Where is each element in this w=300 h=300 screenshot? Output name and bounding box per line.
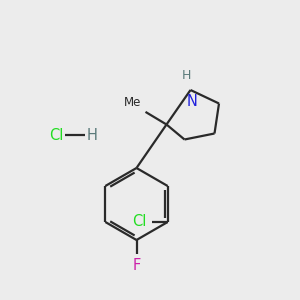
Text: Me: Me: [124, 97, 142, 110]
Text: N: N: [187, 94, 197, 110]
Text: Cl: Cl: [49, 128, 63, 142]
Text: H: H: [182, 69, 192, 82]
Text: F: F: [132, 258, 141, 273]
Text: H: H: [87, 128, 98, 142]
Text: Cl: Cl: [132, 214, 147, 230]
